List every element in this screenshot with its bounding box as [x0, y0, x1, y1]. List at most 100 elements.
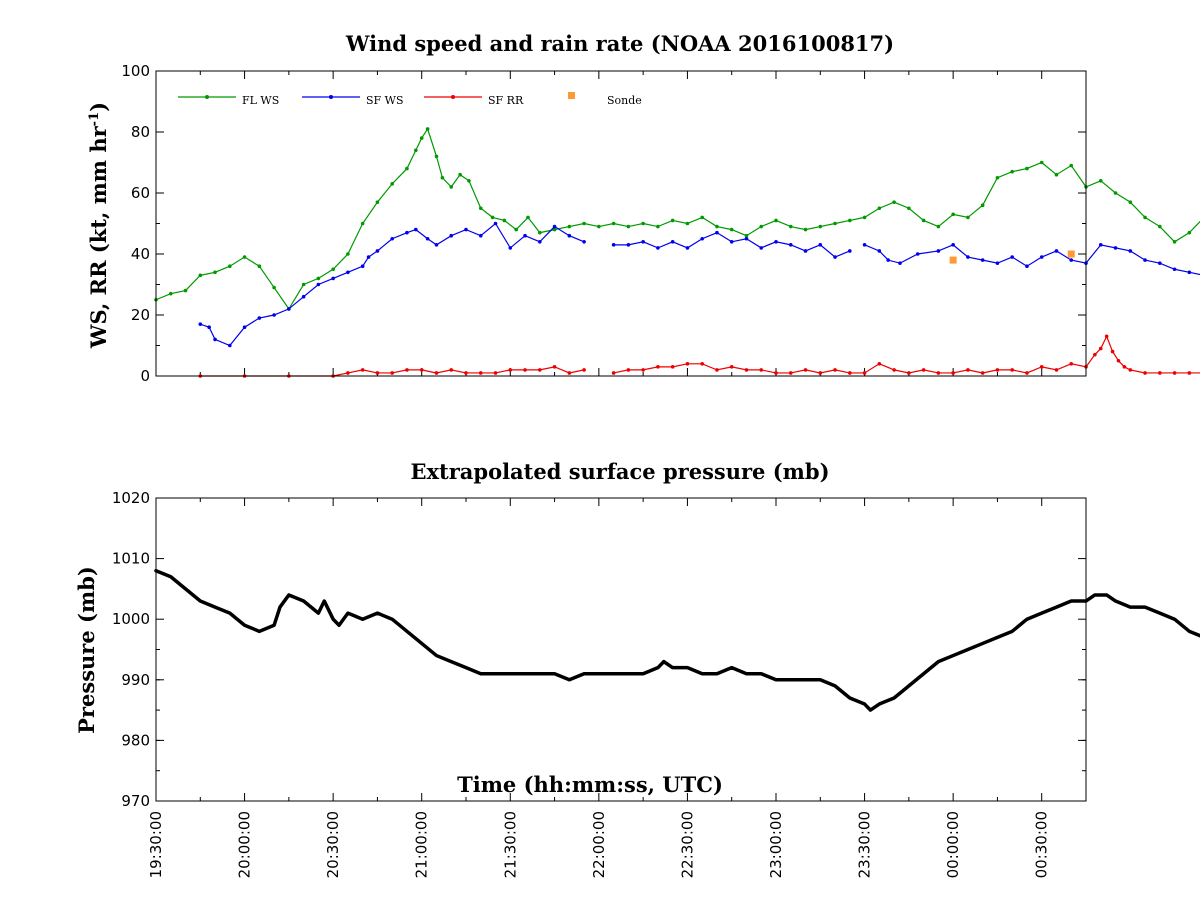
sf-ws-point	[366, 255, 371, 259]
wind-rain-plot-area	[154, 127, 1200, 378]
fl-ws-point	[183, 288, 188, 293]
sf-ws-point	[980, 258, 985, 262]
fl-ws-point	[862, 215, 867, 220]
sf-ws-point	[228, 343, 232, 348]
sf-ws-point	[1098, 243, 1103, 247]
sf-ws-point	[538, 240, 542, 244]
sf-ws-point	[729, 240, 734, 244]
sf-rr-point	[715, 368, 719, 372]
sf-rr-point	[478, 371, 483, 375]
sf-ws-point	[375, 249, 380, 253]
wind-rain-panel: Wind speed and rain rate (NOAA 201610081…	[86, 31, 1200, 385]
sf-rr-point	[552, 365, 557, 369]
legend-sf-ws-label: SF WS	[366, 94, 404, 107]
pressure-xtick-label: 20:00:00	[236, 811, 254, 878]
sf-rr-point	[641, 368, 645, 372]
sf-rr-point	[729, 365, 734, 369]
sf-rr-point	[1098, 346, 1103, 351]
pressure-xlabel: Time (hh:mm:ss, UTC)	[457, 772, 723, 797]
sf-rr-point	[759, 368, 764, 372]
wind-rain-title: Wind speed and rain rate (NOAA 201610081…	[345, 31, 894, 56]
sf-ws-point	[272, 313, 276, 317]
sf-ws-point	[1039, 255, 1044, 259]
sf-rr-point	[966, 368, 970, 372]
sf-rr-point	[833, 368, 837, 372]
pressure-xtick-label: 00:30:00	[1033, 811, 1051, 878]
fl-ws-point	[729, 227, 734, 232]
sf-ws-point	[818, 243, 823, 247]
sf-rr-point	[1158, 371, 1162, 375]
sf-ws-point	[774, 240, 778, 244]
sf-ws-point	[360, 264, 365, 269]
sf-ws-point	[1143, 258, 1147, 262]
fl-ws-point	[951, 212, 955, 217]
fl-ws-point	[514, 227, 518, 232]
series-sf-ws	[198, 221, 1200, 348]
fl-ws-point	[626, 224, 631, 229]
wind-rain-ytick-label: 60	[131, 184, 150, 202]
wind-rain-ytick-label: 0	[140, 367, 150, 385]
sf-rr-point	[1104, 334, 1109, 339]
series-fl-ws	[154, 127, 1200, 311]
sf-ws-point	[523, 233, 527, 238]
sf-ws-point	[207, 325, 211, 330]
sf-ws-point	[301, 294, 306, 299]
sf-rr-point	[774, 371, 778, 375]
sf-ws-point	[1158, 261, 1162, 265]
fl-ws-point	[582, 221, 586, 226]
sf-ws-point	[198, 322, 203, 326]
sf-ws-point	[582, 240, 586, 244]
fl-ws-point	[597, 224, 601, 229]
sf-ws-point	[656, 246, 660, 250]
sf-rr-line	[613, 334, 1200, 374]
sf-ws-point	[936, 249, 941, 253]
fl-ws-point	[1113, 191, 1118, 195]
sf-ws-point	[405, 230, 409, 235]
sf-ws-point	[685, 246, 690, 250]
fl-ws-point	[552, 227, 557, 232]
sf-ws-point	[449, 233, 454, 238]
fl-ws-point	[390, 182, 394, 186]
sf-ws-point	[744, 236, 749, 241]
legend-fl-ws-label: FL WS	[242, 94, 279, 107]
sf-rr-point	[1025, 371, 1029, 375]
sf-ws-point	[478, 233, 483, 238]
fl-ws-point	[1025, 166, 1029, 171]
sf-rr-point	[464, 371, 468, 375]
wind-rain-ytick-label: 20	[131, 306, 150, 324]
sf-rr-point	[434, 371, 439, 375]
sf-ws-line	[864, 244, 1200, 276]
wind-rain-frame	[155, 70, 1087, 377]
sf-ws-point	[287, 307, 291, 311]
sf-ws-point	[346, 270, 350, 275]
sf-ws-point	[877, 249, 882, 253]
sf-rr-point	[921, 368, 926, 372]
fl-ws-point	[360, 221, 365, 226]
sf-ws-point	[316, 282, 321, 287]
fl-ws-point	[316, 276, 321, 281]
fl-ws-point	[877, 206, 882, 211]
sf-rr-point	[892, 368, 896, 372]
fl-ws-point	[449, 185, 454, 189]
fl-ws-point	[980, 203, 985, 207]
fl-ws-point	[419, 136, 424, 140]
sf-ws-point	[425, 236, 430, 241]
sf-ws-point	[788, 243, 793, 247]
fl-ws-point	[1054, 172, 1059, 177]
fl-ws-point	[788, 224, 793, 229]
sf-ws-point	[1010, 255, 1014, 259]
sf-rr-point	[951, 371, 955, 375]
fl-ws-point	[502, 218, 507, 223]
fl-ws-point	[467, 179, 471, 183]
wind-rain-legend: FL WS SF WS SF RR Sonde	[178, 92, 642, 107]
sf-rr-point	[1172, 371, 1177, 375]
sf-ws-point	[966, 255, 970, 259]
sf-rr-point	[700, 362, 704, 366]
pressure-xtick-label: 21:00:00	[413, 811, 431, 878]
fl-ws-point	[414, 148, 418, 153]
pressure-ytick-label: 1010	[112, 550, 150, 568]
sf-ws-point	[915, 252, 920, 256]
sf-ws-point	[414, 227, 418, 232]
sf-ws-point	[493, 221, 498, 226]
sf-ws-point	[434, 243, 439, 247]
